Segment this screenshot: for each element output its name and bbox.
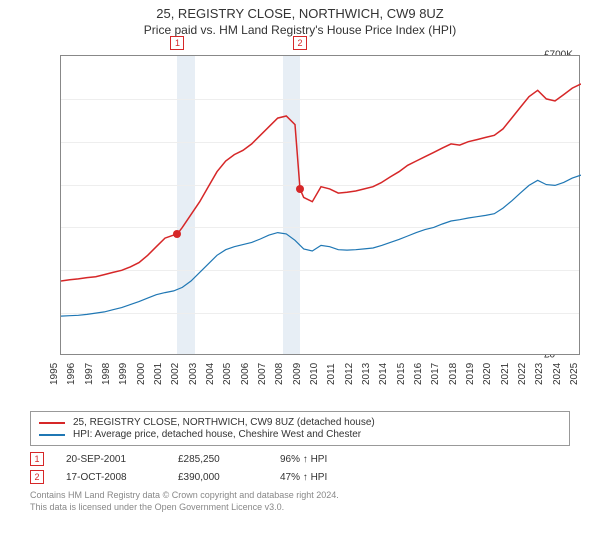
event-marker-dot [296, 185, 304, 193]
x-tick-label: 2012 [344, 363, 355, 385]
x-tick-label: 2025 [569, 363, 580, 385]
x-tick-label: 2018 [448, 363, 459, 385]
x-tick-label: 2023 [534, 363, 545, 385]
x-tick-label: 1999 [118, 363, 129, 385]
legend-label: 25, REGISTRY CLOSE, NORTHWICH, CW9 8UZ (… [73, 417, 375, 428]
chart-title: 25, REGISTRY CLOSE, NORTHWICH, CW9 8UZ [0, 6, 600, 21]
event-delta: 96% ↑ HPI [280, 454, 360, 465]
x-tick-label: 2004 [205, 363, 216, 385]
legend-item: HPI: Average price, detached house, Ches… [39, 429, 561, 440]
x-tick-label: 2016 [413, 363, 424, 385]
x-tick-label: 2019 [465, 363, 476, 385]
legend-swatch [39, 434, 65, 436]
event-row: 1 20-SEP-2001 £285,250 96% ↑ HPI [30, 452, 570, 466]
plot-region: 12 [60, 55, 580, 355]
event-date: 17-OCT-2008 [66, 472, 156, 483]
x-tick-label: 2009 [292, 363, 303, 385]
x-tick-label: 2002 [170, 363, 181, 385]
footer-line-1: Contains HM Land Registry data © Crown c… [30, 490, 570, 502]
chart-subtitle: Price paid vs. HM Land Registry's House … [0, 23, 600, 37]
event-id-marker: 2 [30, 470, 44, 484]
x-tick-label: 1998 [101, 363, 112, 385]
x-tick-label: 2014 [378, 363, 389, 385]
event-price: £285,250 [178, 454, 258, 465]
x-tick-label: 2000 [136, 363, 147, 385]
legend-swatch [39, 422, 65, 424]
event-delta: 47% ↑ HPI [280, 472, 360, 483]
x-tick-label: 2021 [500, 363, 511, 385]
event-id-marker: 1 [30, 452, 44, 466]
event-date: 20-SEP-2001 [66, 454, 156, 465]
event-marker-dot [173, 230, 181, 238]
footer-line-2: This data is licensed under the Open Gov… [30, 502, 570, 514]
legend-item: 25, REGISTRY CLOSE, NORTHWICH, CW9 8UZ (… [39, 417, 561, 428]
x-tick-label: 2001 [153, 363, 164, 385]
chart-area: £0£100K£200K£300K£400K£500K£600K£700K 12… [20, 45, 580, 405]
x-tick-label: 2008 [274, 363, 285, 385]
event-price: £390,000 [178, 472, 258, 483]
x-tick-label: 2024 [552, 363, 563, 385]
series-hpi [61, 175, 581, 316]
x-tick-label: 2017 [430, 363, 441, 385]
legend: 25, REGISTRY CLOSE, NORTHWICH, CW9 8UZ (… [30, 411, 570, 446]
legend-label: HPI: Average price, detached house, Ches… [73, 429, 361, 440]
x-tick-label: 2005 [222, 363, 233, 385]
x-tick-label: 2003 [188, 363, 199, 385]
line-series-svg [61, 56, 581, 356]
x-tick-label: 2022 [517, 363, 528, 385]
x-tick-label: 2011 [327, 363, 338, 385]
x-tick-label: 1996 [66, 363, 77, 385]
x-tick-label: 2006 [240, 363, 251, 385]
x-tick-label: 2015 [396, 363, 407, 385]
events-table: 1 20-SEP-2001 £285,250 96% ↑ HPI 2 17-OCT-200… [30, 452, 570, 484]
x-tick-label: 1997 [84, 363, 95, 385]
x-tick-label: 2013 [361, 363, 372, 385]
x-tick-label: 2020 [482, 363, 493, 385]
x-tick-label: 2007 [257, 363, 268, 385]
event-row: 2 17-OCT-2008 £390,000 47% ↑ HPI [30, 470, 570, 484]
event-marker-label: 2 [293, 36, 307, 50]
x-tick-label: 1995 [49, 363, 60, 385]
attribution-footer: Contains HM Land Registry data © Crown c… [30, 490, 570, 513]
event-marker-label: 1 [170, 36, 184, 50]
series-price_paid [61, 84, 581, 281]
x-tick-label: 2010 [309, 363, 320, 385]
